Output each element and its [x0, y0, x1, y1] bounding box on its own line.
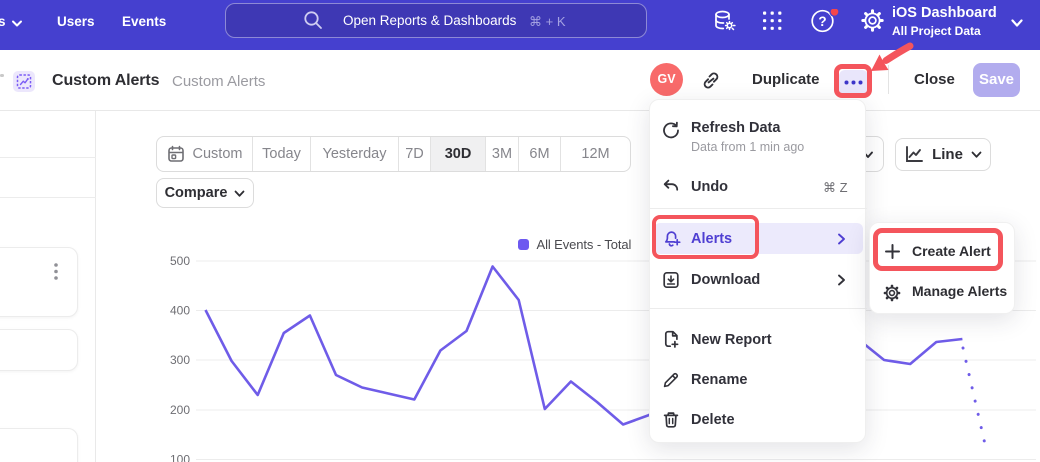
svg-text:400: 400 — [170, 304, 190, 318]
svg-text:500: 500 — [170, 254, 190, 268]
svg-text:?: ? — [818, 14, 826, 29]
svg-text:200: 200 — [170, 403, 190, 417]
svg-text:300: 300 — [170, 353, 190, 367]
svg-text:100: 100 — [170, 453, 190, 462]
